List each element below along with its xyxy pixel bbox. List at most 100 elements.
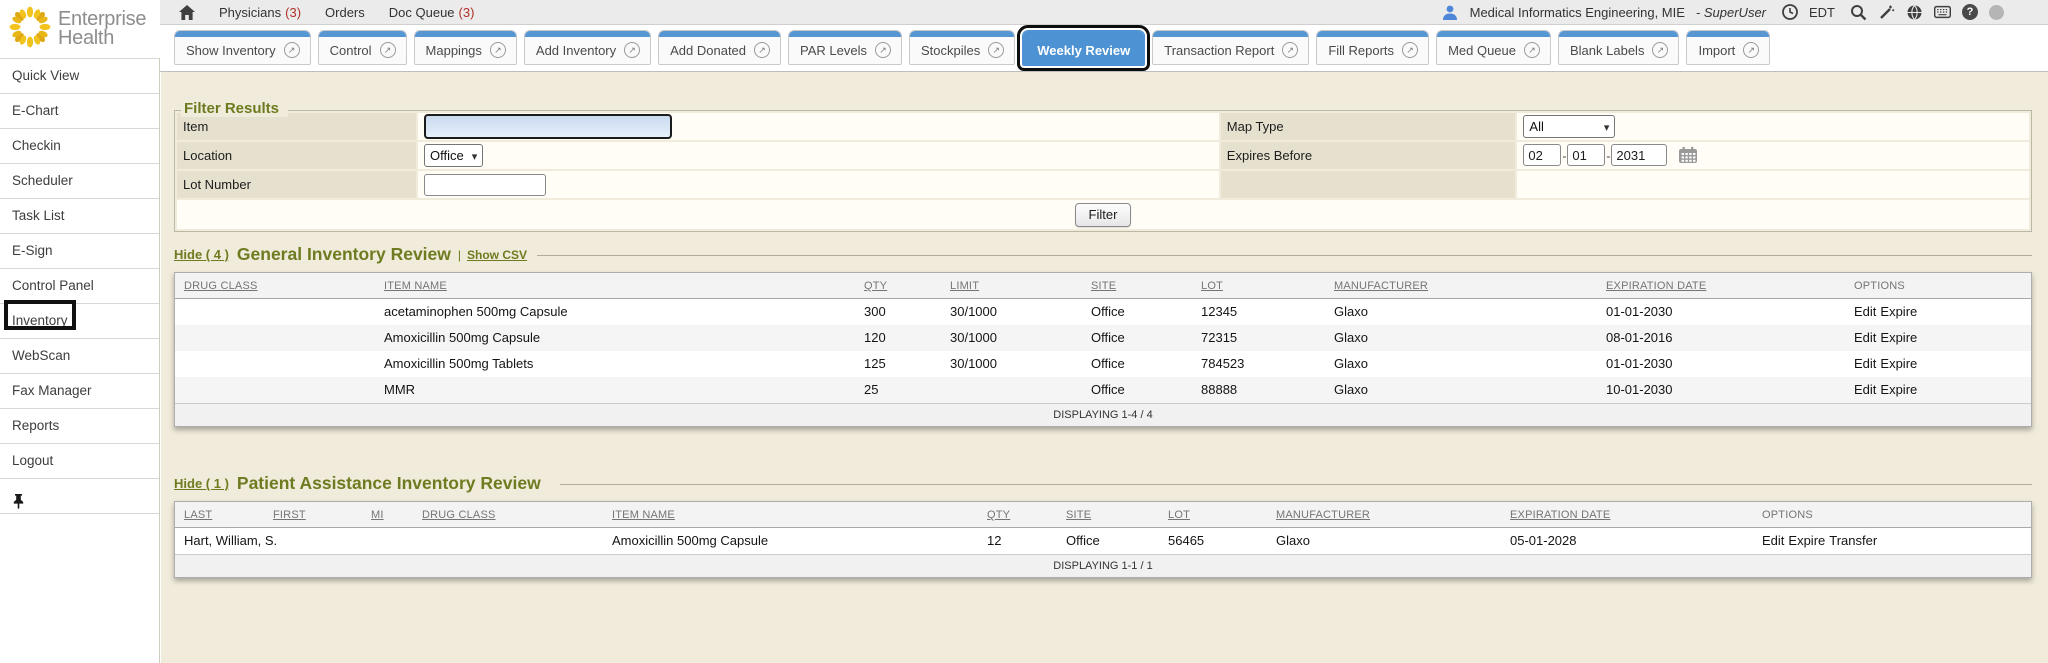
- tab-label: Control: [329, 42, 372, 58]
- cell-limit: 30/1000: [950, 330, 997, 345]
- column-header-qty[interactable]: QTY: [855, 273, 941, 299]
- map-type-select[interactable]: All: [1523, 115, 1616, 138]
- column-header-drug-class[interactable]: DRUG CLASS: [413, 502, 603, 528]
- expire-link[interactable]: Expire: [1880, 304, 1918, 319]
- expires-year-input[interactable]: [1611, 144, 1668, 167]
- sidebar-item-label: Quick View: [12, 68, 80, 83]
- edit-link[interactable]: Edit: [1854, 330, 1877, 345]
- column-header-expiration-date[interactable]: EXPIRATION DATE: [1597, 273, 1845, 299]
- tab-show-inventory[interactable]: Show Inventory: [174, 30, 311, 65]
- cell-item-name: MMR: [384, 382, 416, 397]
- sidebar-item-checkin[interactable]: Checkin: [0, 129, 159, 164]
- tab-import[interactable]: Import: [1686, 30, 1771, 65]
- edit-link[interactable]: Edit: [1854, 382, 1877, 397]
- external-link-icon[interactable]: [489, 42, 506, 58]
- cell-lot: 12345: [1201, 304, 1238, 319]
- column-header-first[interactable]: FIRST: [264, 502, 362, 528]
- empty-label-cell: [1218, 169, 1518, 200]
- external-link-icon[interactable]: [1743, 42, 1760, 58]
- edit-link[interactable]: Edit: [1854, 356, 1877, 371]
- external-link-icon[interactable]: [875, 42, 891, 58]
- external-link-icon[interactable]: [624, 42, 641, 58]
- patient-hide-link[interactable]: Hide ( 1 ): [174, 476, 229, 491]
- column-header-qty[interactable]: QTY: [978, 502, 1057, 528]
- edit-link[interactable]: Edit: [1854, 304, 1877, 319]
- column-header-last[interactable]: LAST: [175, 502, 264, 528]
- external-link-icon[interactable]: [1524, 42, 1540, 58]
- tab-transaction-report[interactable]: Transaction Report: [1152, 30, 1310, 65]
- wand-icon[interactable]: [1878, 4, 1895, 21]
- item-input[interactable]: [424, 114, 673, 139]
- tab-med-queue[interactable]: Med Queue: [1436, 30, 1551, 65]
- column-header-limit[interactable]: LIMIT: [941, 273, 1082, 299]
- expires-day-input[interactable]: [1567, 144, 1606, 167]
- column-header-manufacturer[interactable]: MANUFACTURER: [1267, 502, 1501, 528]
- column-header-item-name[interactable]: ITEM NAME: [375, 273, 855, 299]
- sidebar-item-e-sign[interactable]: E-Sign: [0, 234, 159, 269]
- tab-fill-reports[interactable]: Fill Reports: [1316, 30, 1430, 65]
- sidebar-item-quick-view[interactable]: Quick View: [0, 59, 159, 94]
- column-header-mi[interactable]: MI: [362, 502, 413, 528]
- lot-number-input[interactable]: [424, 173, 547, 196]
- column-header-drug-class[interactable]: DRUG CLASS: [175, 273, 375, 299]
- external-link-icon[interactable]: [1402, 42, 1419, 58]
- expire-link[interactable]: Expire: [1880, 356, 1918, 371]
- help-icon[interactable]: ?: [1962, 4, 1978, 20]
- sidebar-item-reports[interactable]: Reports: [0, 409, 159, 444]
- column-header-manufacturer[interactable]: MANUFACTURER: [1325, 273, 1597, 299]
- location-select[interactable]: Office: [424, 144, 484, 167]
- column-header-lot[interactable]: LOT: [1192, 273, 1325, 299]
- tab-add-inventory[interactable]: Add Inventory: [523, 30, 652, 65]
- sidebar-item-scheduler[interactable]: Scheduler: [0, 164, 159, 199]
- show-csv-link[interactable]: Show CSV: [467, 247, 528, 262]
- cell-lot: 88888: [1201, 382, 1238, 397]
- calendar-icon[interactable]: [1674, 146, 1698, 167]
- column-header-site[interactable]: SITE: [1082, 273, 1192, 299]
- sidebar-item-control-panel[interactable]: Control Panel: [0, 269, 159, 304]
- nav-physicians[interactable]: Physicians (3): [219, 5, 301, 20]
- external-link-icon[interactable]: [988, 42, 1005, 58]
- sidebar-item-inventory[interactable]: Inventory: [0, 300, 159, 339]
- expire-link[interactable]: Expire: [1880, 382, 1918, 397]
- search-icon[interactable]: [1850, 4, 1867, 21]
- nav-orders[interactable]: Orders: [325, 5, 365, 20]
- tab-weekly-review[interactable]: Weekly Review: [1017, 25, 1151, 71]
- column-header-lot[interactable]: LOT: [1159, 502, 1267, 528]
- sidebar-item-task-list[interactable]: Task List: [0, 199, 159, 234]
- expire-link[interactable]: Expire: [1788, 533, 1826, 548]
- transfer-link[interactable]: Transfer: [1829, 533, 1878, 548]
- tab-mappings[interactable]: Mappings: [413, 30, 517, 65]
- tab-control[interactable]: Control: [317, 30, 407, 65]
- filter-button[interactable]: Filter: [1074, 202, 1132, 227]
- sidebar-item-e-chart[interactable]: E-Chart: [0, 94, 159, 129]
- patient-section-title: Patient Assistance Inventory Review: [236, 473, 541, 493]
- tab-par-levels[interactable]: PAR Levels: [788, 30, 902, 65]
- tab-stockpiles[interactable]: Stockpiles: [909, 30, 1016, 65]
- clock-icon[interactable]: [1781, 4, 1798, 21]
- external-link-icon[interactable]: [754, 42, 771, 58]
- nav-doc-queue[interactable]: Doc Queue (3): [389, 5, 475, 20]
- globe-icon[interactable]: [1906, 4, 1923, 21]
- external-link-icon[interactable]: [1282, 42, 1299, 58]
- general-hide-link[interactable]: Hide ( 4 ): [174, 247, 229, 262]
- tab-add-donated[interactable]: Add Donated: [658, 30, 782, 65]
- keyboard-icon[interactable]: [1934, 4, 1951, 21]
- external-link-icon[interactable]: [1652, 42, 1669, 58]
- sidebar-item-webscan[interactable]: WebScan: [0, 339, 159, 374]
- home-icon[interactable]: [178, 4, 195, 21]
- expire-link[interactable]: Expire: [1880, 330, 1918, 345]
- column-header-expiration-date[interactable]: EXPIRATION DATE: [1501, 502, 1753, 528]
- sidebar-item-pin[interactable]: [0, 479, 159, 514]
- presence-indicator-icon[interactable]: [1989, 4, 2004, 20]
- cell-item-name: Amoxicillin 500mg Capsule: [384, 330, 541, 345]
- sidebar-item-fax-manager[interactable]: Fax Manager: [0, 374, 159, 409]
- sidebar-item-logout[interactable]: Logout: [0, 444, 159, 479]
- expires-month-input[interactable]: [1523, 144, 1562, 167]
- column-header-item-name[interactable]: ITEM NAME: [603, 502, 978, 528]
- external-link-icon[interactable]: [283, 42, 300, 58]
- tab-strip: [910, 31, 1015, 37]
- column-header-site[interactable]: SITE: [1057, 502, 1159, 528]
- tab-blank-labels[interactable]: Blank Labels: [1558, 30, 1680, 65]
- external-link-icon[interactable]: [379, 42, 396, 58]
- edit-link[interactable]: Edit: [1762, 533, 1785, 548]
